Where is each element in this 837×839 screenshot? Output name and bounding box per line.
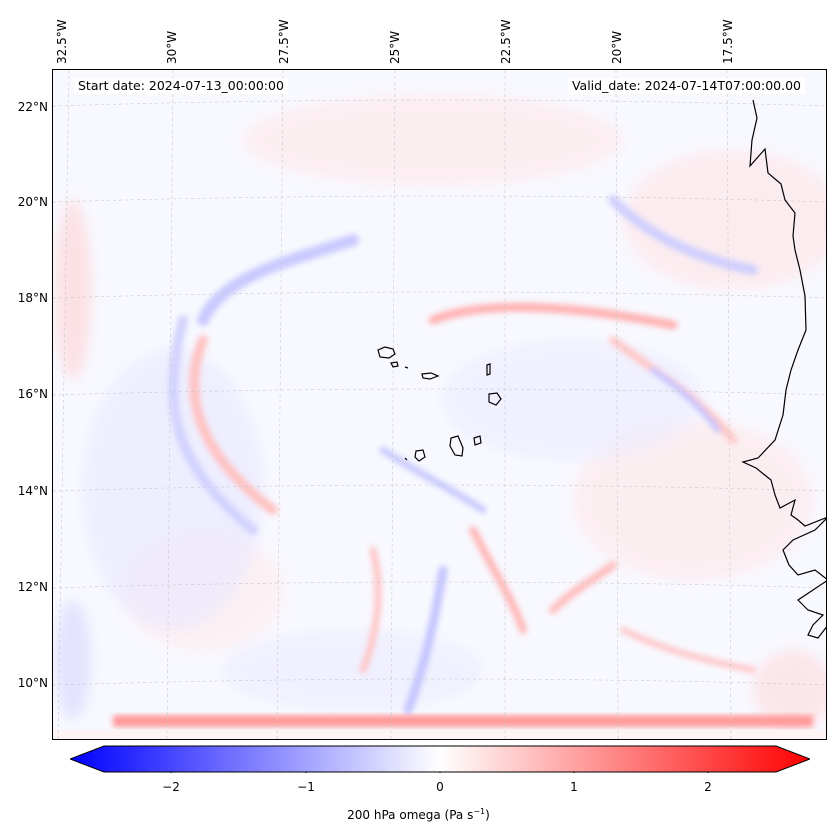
lat-label-22n: 22°N — [17, 100, 48, 114]
colorbar-tick-0: 0 — [436, 780, 444, 794]
cabo-verde-islands — [377, 346, 502, 462]
omega-field — [53, 70, 826, 739]
colorbar-tick-2: 2 — [704, 780, 712, 794]
valid-date-label: Valid_date: 2024-07-14T07:00:00.00 — [567, 78, 805, 94]
lon-label-27-5w: 27.5°W — [277, 19, 291, 64]
lat-label-20n: 20°N — [17, 195, 48, 209]
colorbar-tick-neg1: −1 — [297, 780, 315, 794]
lat-label-14n: 14°N — [17, 484, 48, 498]
lat-label-18n: 18°N — [17, 291, 48, 305]
lat-label-10n: 10°N — [17, 676, 48, 690]
lat-label-16n: 16°N — [17, 387, 48, 401]
map-panel — [52, 69, 827, 740]
lon-label-30w: 30°W — [165, 30, 179, 64]
lon-label-32-5w: 32.5°W — [55, 19, 69, 64]
colorbar — [70, 745, 810, 773]
lon-label-22-5w: 22.5°W — [499, 19, 513, 64]
colorbar-title-suffix: ) — [485, 808, 490, 822]
start-date-label: Start date: 2024-07-13_00:00:00 — [74, 78, 288, 94]
african-coastline — [741, 99, 826, 639]
colorbar-title-exponent: −1 — [473, 807, 486, 816]
lon-label-17-5w: 17.5°W — [721, 19, 735, 64]
lon-label-20w: 20°W — [610, 30, 624, 64]
colorbar-tick-1: 1 — [570, 780, 578, 794]
colorbar-title: 200 hPa omega (Pa s−1) — [0, 807, 837, 822]
colorbar-tick-neg2: −2 — [162, 780, 180, 794]
lon-label-25w: 25°W — [388, 30, 402, 64]
lat-label-12n: 12°N — [17, 580, 48, 594]
colorbar-title-prefix: 200 hPa omega (Pa s — [347, 808, 474, 822]
